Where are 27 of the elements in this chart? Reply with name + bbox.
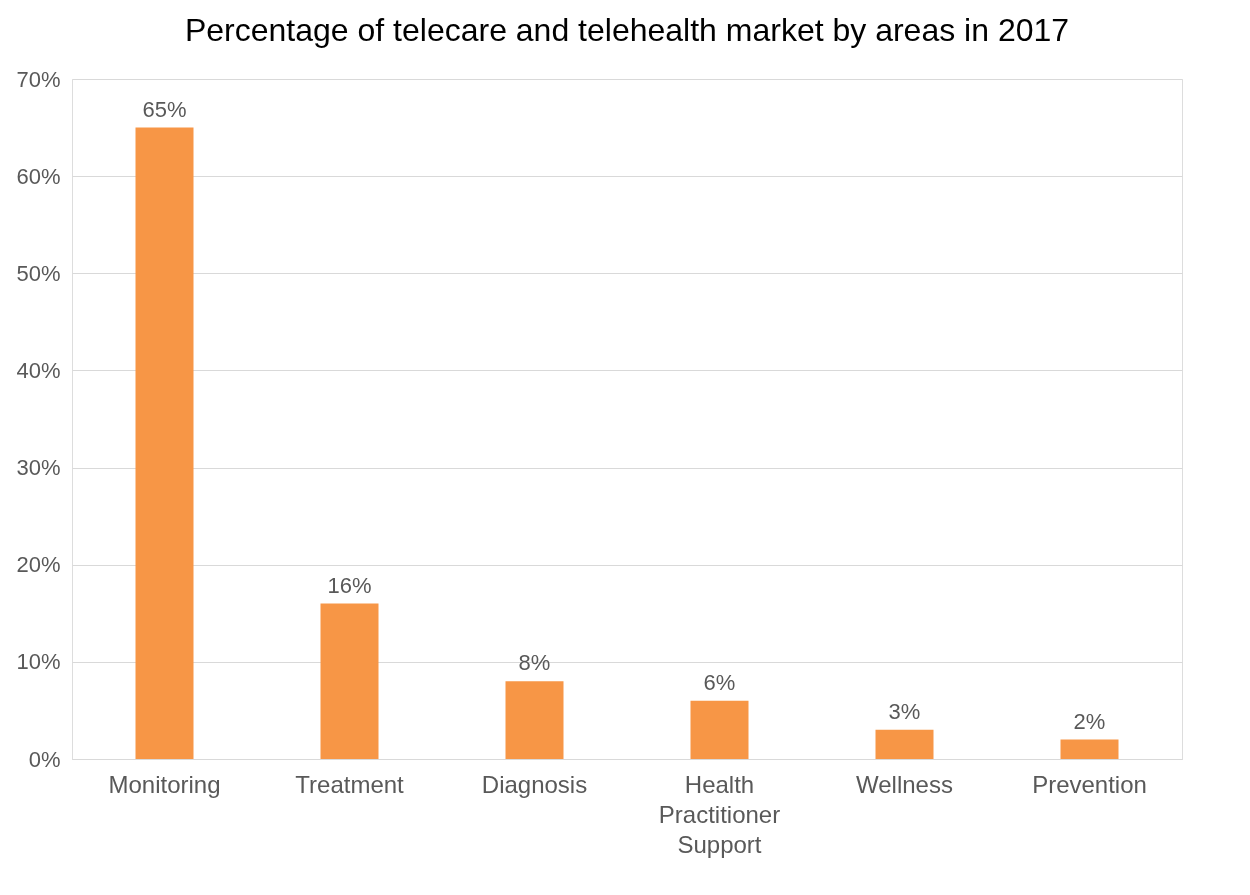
bar [875,729,934,759]
x-tick-label: Diagnosis [481,770,588,798]
bar [320,603,379,759]
bar [135,127,194,759]
y-tick-label: 0% [28,746,61,772]
y-tick-label: 50% [16,260,61,286]
y-tick-label: 40% [16,357,61,383]
x-tick-label: Prevention [1032,770,1147,798]
bar [1060,739,1119,759]
bar [690,700,749,759]
x-tick-label: Treatment [295,770,405,798]
data-label: 2% [1073,708,1106,734]
data-label: 65% [142,96,187,122]
data-label: 8% [518,650,551,676]
y-tick-label: 20% [16,552,61,578]
data-label: 6% [703,669,736,695]
x-tick-label: Wellness [856,770,953,798]
bar [505,681,564,759]
y-tick-label: 70% [16,66,61,92]
y-tick-label: 10% [16,649,61,675]
data-label: 3% [888,698,921,724]
data-label: 16% [327,572,372,598]
x-tick-label: Health Practitioner Support [658,770,781,858]
y-tick-label: 30% [16,455,61,481]
chart-title: Percentage of telecare and telehealth market by areas in 2017 [184,12,1070,48]
y-tick-label: 60% [16,163,61,189]
x-tick-label: Monitoring [108,770,221,798]
